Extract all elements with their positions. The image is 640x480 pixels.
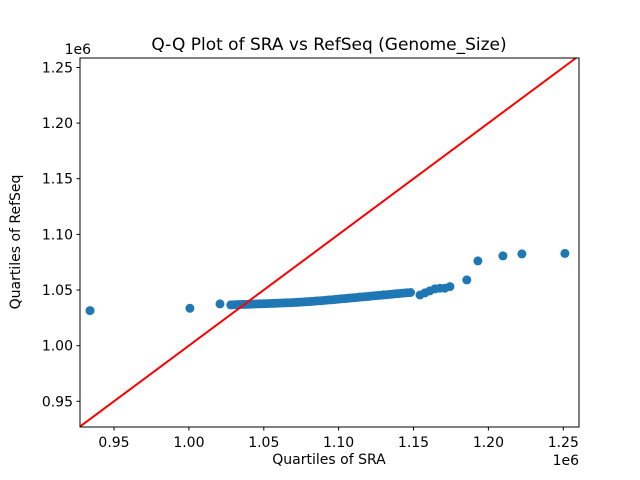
x-tick-label: 1.25 — [548, 435, 579, 451]
plot-title: Q-Q Plot of SRA vs RefSeq (Genome_Size) — [151, 35, 506, 55]
y-axis-label: Quartiles of RefSeq — [8, 175, 24, 310]
y-tick-label: 1.00 — [42, 339, 73, 355]
y-tick-label: 1.20 — [42, 116, 73, 132]
axes-frame — [79, 57, 580, 428]
x-tick-label: 1.05 — [248, 435, 279, 451]
x-tick-label: 1.00 — [173, 435, 204, 451]
x-tick-label: 1.10 — [323, 435, 354, 451]
data-point — [560, 248, 570, 258]
data-point — [185, 303, 195, 313]
data-point — [517, 249, 527, 259]
data-point — [462, 275, 472, 285]
x-axis-offset-label: 1e6 — [553, 453, 580, 469]
identity-line — [79, 57, 577, 428]
y-tick-label: 1.10 — [42, 227, 73, 243]
data-point — [85, 306, 95, 316]
plot-area: 0.95 1.00 1.05 1.10 1.15 1.20 1.25 0.95 1.00 1.05… — [42, 57, 580, 451]
data-point — [215, 299, 225, 309]
x-tick-label: 1.15 — [398, 435, 429, 451]
y-tick-label: 1.15 — [42, 172, 73, 188]
data-point — [473, 256, 483, 266]
x-axis-label: Quartiles of SRA — [272, 452, 386, 468]
data-point — [406, 288, 415, 297]
y-tick-label: 1.05 — [42, 283, 73, 299]
data-point — [498, 251, 508, 261]
x-tick-label: 0.95 — [98, 435, 129, 451]
y-axis-offset-label: 1e6 — [65, 42, 92, 58]
x-tick-label: 1.20 — [473, 435, 504, 451]
data-point — [445, 282, 455, 292]
y-tick-label: 0.95 — [42, 394, 73, 410]
y-tick-label: 1.25 — [42, 61, 73, 77]
